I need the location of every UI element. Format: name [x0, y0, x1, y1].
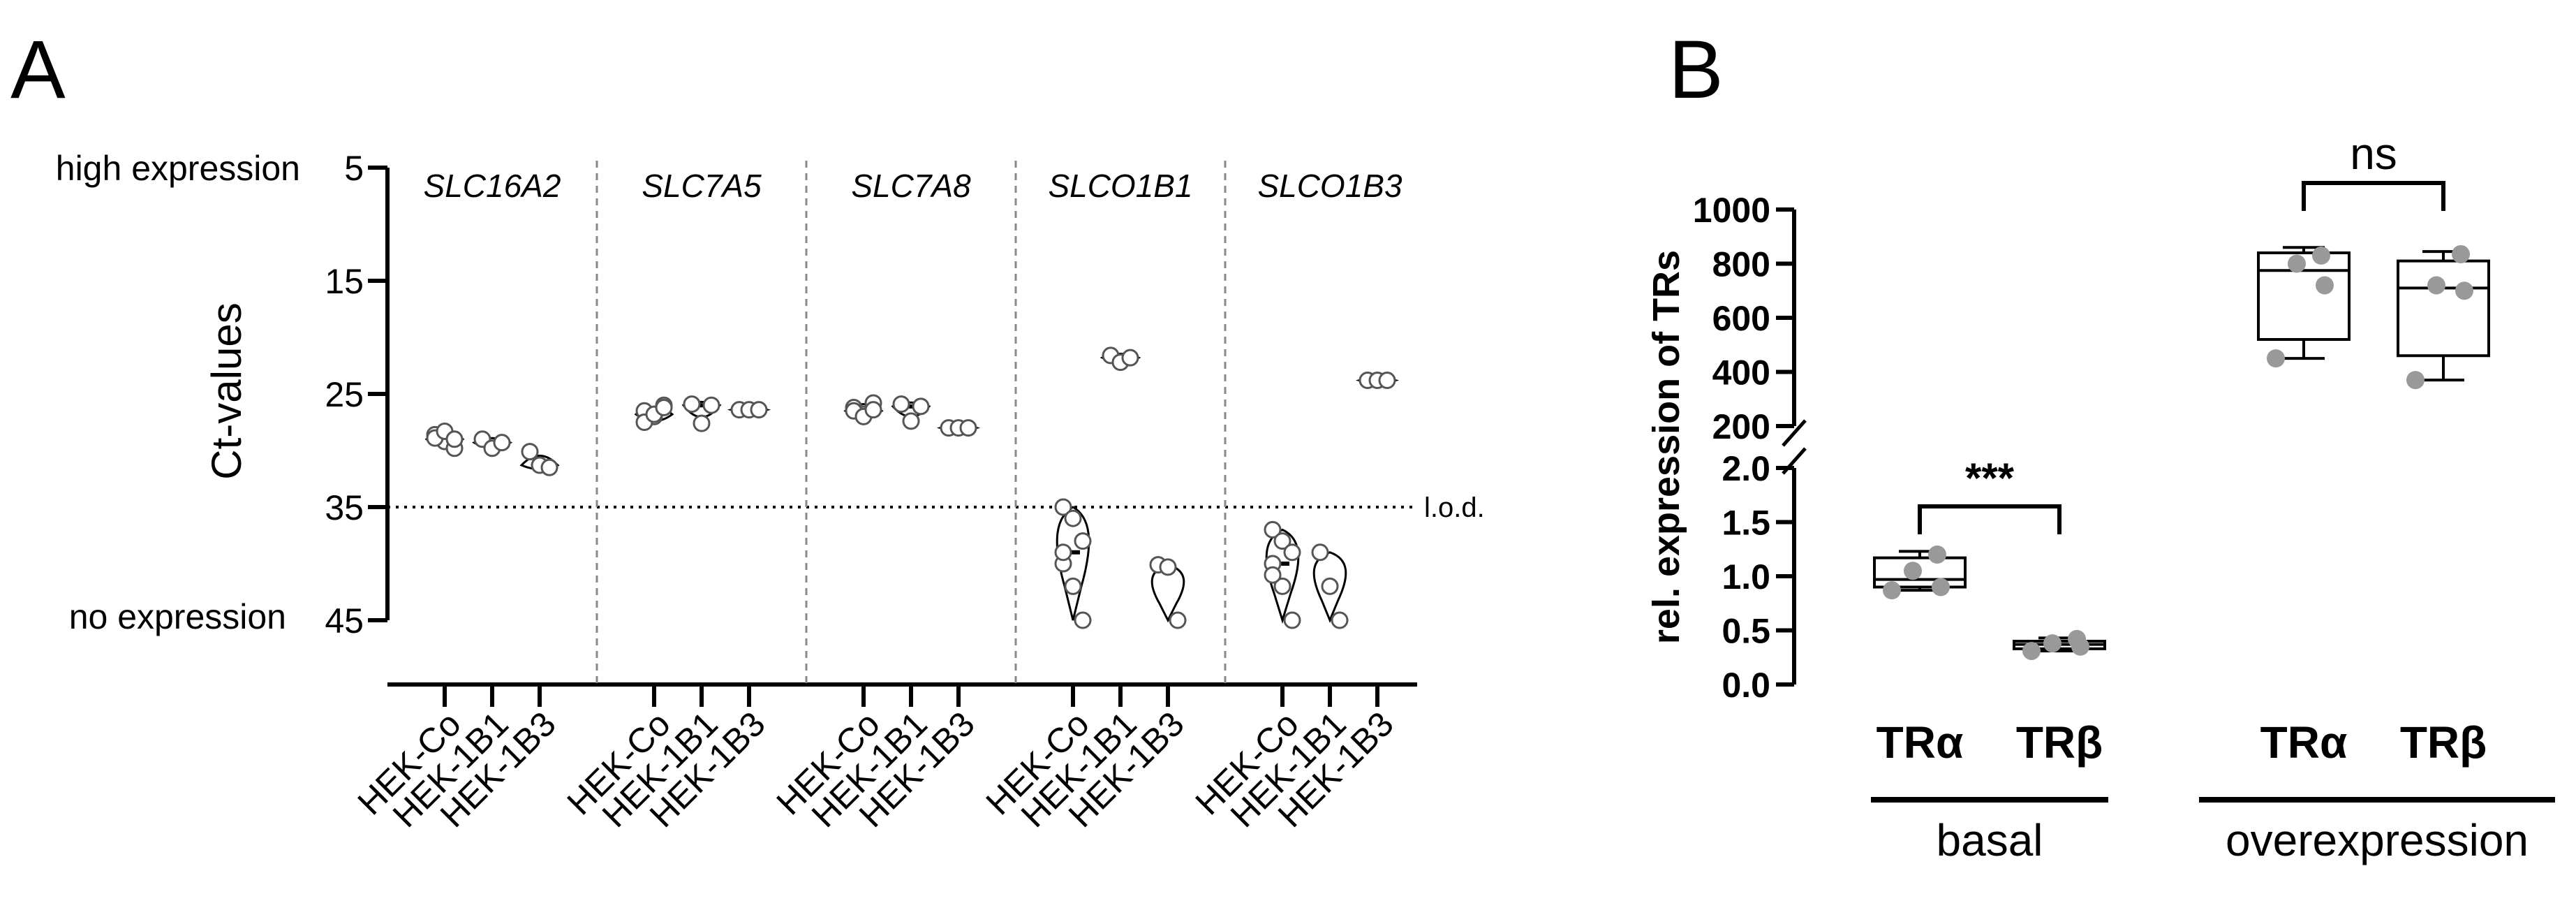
data-point [1932, 578, 1950, 596]
x-category-label: TRβ [2016, 717, 2103, 768]
data-point [1074, 611, 1092, 629]
data-point [864, 401, 882, 419]
axis-break-mark [1782, 419, 1807, 447]
y-annotation-bottom: no expression [69, 597, 286, 636]
data-point [2455, 281, 2473, 300]
x-category-label: TRβ [2400, 717, 2487, 768]
x-category-label: TRα [1877, 717, 1964, 768]
data-point [1283, 611, 1301, 629]
y-tick-label: 600 [1712, 299, 1770, 338]
data-point [1928, 545, 1946, 564]
y-tick-label: 1000 [1693, 191, 1770, 230]
y-tick-label: 0.5 [1722, 612, 1770, 651]
y-tick-label: 0.0 [1722, 666, 1770, 705]
x-category-label: TRα [2260, 717, 2348, 768]
data-point [1883, 581, 1901, 600]
data-point [693, 414, 711, 432]
data-point [902, 412, 920, 430]
data-point [2068, 629, 2086, 648]
data-point [1264, 520, 1282, 539]
data-point [1121, 349, 1139, 367]
data-point [1159, 558, 1177, 576]
violin-shape [1150, 564, 1185, 623]
data-point [1331, 611, 1349, 629]
data-point [1311, 543, 1329, 562]
data-point [1264, 566, 1282, 584]
data-point [892, 395, 910, 413]
y-tick-label: 15 [325, 262, 364, 301]
data-point [702, 396, 720, 414]
gene-label: SLC16A2 [424, 168, 561, 204]
y-tick-label: 5 [344, 149, 364, 188]
data-point [1064, 509, 1082, 527]
group-label: overexpression [2226, 815, 2529, 865]
data-point [2022, 641, 2041, 660]
data-point [750, 401, 768, 419]
y-tick-label: 800 [1712, 245, 1770, 284]
group-label: basal [1937, 815, 2043, 865]
y-tick-label: 200 [1712, 407, 1770, 446]
data-point [2427, 276, 2445, 295]
data-point [1273, 532, 1291, 550]
y-annotation-top: high expression [56, 149, 300, 188]
data-point [683, 395, 701, 413]
significance-label: ns [2350, 129, 2397, 179]
gene-label: SLCO1B1 [1048, 168, 1192, 204]
data-point [912, 397, 930, 416]
y-tick-label: 1.0 [1722, 557, 1770, 596]
data-point [2316, 276, 2334, 295]
y-tick-label: 25 [325, 375, 364, 414]
data-point [445, 430, 464, 448]
data-point [959, 419, 977, 437]
data-point [1054, 543, 1072, 562]
violin-shape [1056, 506, 1090, 621]
y-tick-label: 2.0 [1722, 449, 1770, 488]
y-tick-label: 400 [1712, 353, 1770, 393]
data-point [655, 398, 673, 416]
data-point [1904, 562, 1922, 580]
y-tick-label: 35 [325, 488, 364, 527]
data-point [2267, 349, 2285, 368]
y-tick-label: 1.5 [1722, 504, 1770, 543]
gene-label: SLCO1B3 [1257, 168, 1402, 204]
y-axis-label: Ct-values [203, 302, 250, 479]
violin-shape [1265, 528, 1300, 624]
data-point [2406, 371, 2425, 390]
panel-label-a: A [10, 24, 66, 116]
box-iqr [2257, 251, 2351, 341]
data-point [493, 434, 511, 452]
y-tick-label: 45 [325, 601, 364, 640]
data-point [2312, 246, 2330, 265]
data-point [1074, 532, 1092, 550]
data-point [1064, 577, 1082, 595]
panel-b-box-chart: 200 400 600 800 1000 0.0 0.5 1.0 1.5 2.0 rel. expr… [1645, 129, 2555, 865]
data-point [1378, 372, 1396, 390]
data-point [1273, 577, 1291, 595]
data-point [2452, 244, 2470, 263]
panel-a-violin-chart: 5 15 25 35 45 high expression no expression Ct-… [56, 149, 1485, 835]
gene-label: SLC7A5 [642, 168, 762, 204]
significance-label: *** [1965, 455, 2015, 501]
significance-bracket [2302, 181, 2445, 211]
data-point [1321, 577, 1339, 595]
panel-label-b: B [1668, 24, 1724, 116]
data-point [1054, 498, 1072, 516]
data-point [2043, 634, 2061, 653]
data-point [521, 443, 539, 461]
data-point [1169, 611, 1187, 629]
gene-label: SLC7A8 [851, 168, 971, 204]
y-axis-label: rel. expression of TRs [1645, 250, 1687, 644]
significance-bracket [1918, 504, 2061, 534]
box-iqr [2397, 259, 2490, 358]
data-point [1283, 543, 1301, 562]
lod-label: l.o.d. [1424, 492, 1485, 523]
data-point [2288, 254, 2306, 273]
violin-shape [1312, 551, 1347, 623]
data-point [540, 458, 558, 476]
